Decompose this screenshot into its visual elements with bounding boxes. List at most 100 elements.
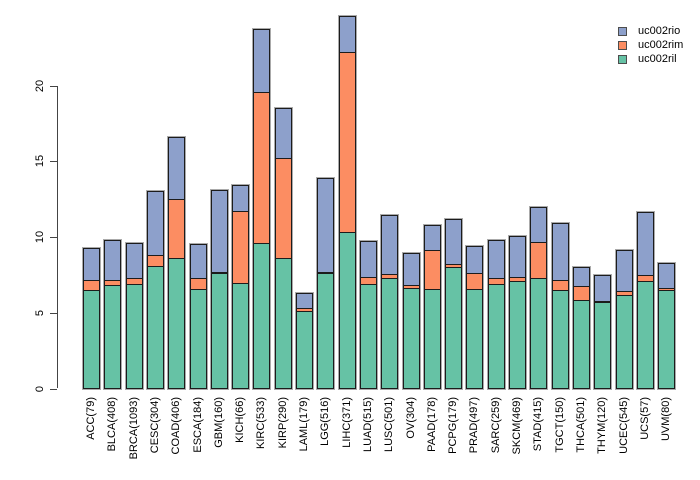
bar-LGG(516) [316, 176, 335, 390]
bar-PRAD(497) [465, 244, 484, 390]
segment-uc002ril [360, 283, 377, 389]
bar-LAML(179) [295, 291, 314, 390]
x-axis-label: TGCT(150) [553, 397, 566, 453]
y-axis-tick [50, 161, 57, 163]
segment-uc002rio [403, 252, 420, 286]
x-axis-label: COAD(406) [170, 397, 183, 455]
y-axis-tick [50, 312, 57, 314]
x-axis-label: UCEC(545) [617, 397, 630, 454]
segment-uc002rim [466, 272, 483, 290]
bar-STAD(415) [529, 205, 548, 390]
segment-uc002ril [168, 257, 185, 389]
legend-swatch-icon [618, 54, 627, 64]
segment-uc002rio [594, 274, 611, 302]
bar-UCEC(545) [615, 248, 634, 390]
y-axis-tick-label: 5 [34, 309, 46, 316]
y-axis-tick [50, 388, 57, 390]
segment-uc002rio [211, 189, 228, 273]
x-axis-label: PCPG(179) [447, 397, 460, 454]
x-axis-label: KICH(66) [234, 397, 247, 443]
segment-uc002rio [317, 177, 334, 273]
bar-CESC(304) [146, 189, 165, 390]
bar-SARC(259) [487, 238, 506, 390]
segment-uc002rio [168, 136, 185, 200]
bar-ACC(79) [82, 246, 101, 390]
legend-item-uc002rio: uc002rio [618, 24, 683, 38]
x-axis-label: SARC(259) [489, 397, 502, 454]
segment-uc002rio [658, 262, 675, 289]
bar-BLCA(408) [103, 238, 122, 390]
legend-item-uc002rim: uc002rim [618, 38, 683, 52]
bar-UVM(80) [657, 261, 676, 390]
segment-uc002rio [381, 214, 398, 275]
y-axis-tick-label: 20 [34, 79, 46, 92]
legend-label: uc002rim [638, 39, 684, 51]
x-axis-label: PRAD(497) [468, 397, 481, 454]
x-axis-label: BLCA(408) [106, 397, 119, 452]
y-axis-tick-label: 10 [34, 230, 46, 244]
segment-uc002ril [594, 301, 611, 389]
x-axis-label: LGG(516) [319, 397, 332, 446]
legend-item-uc002ril: uc002ril [618, 52, 683, 66]
bar-KIRC(533) [252, 27, 271, 390]
x-axis-label: LIHC(371) [340, 397, 353, 448]
x-axis-label: LUAD(515) [361, 397, 374, 453]
segment-uc002ril [211, 272, 228, 389]
segment-uc002rio [466, 245, 483, 274]
segment-uc002rim [339, 51, 356, 233]
x-axis-label: ACC(79) [85, 397, 97, 440]
x-axis-label: ESCA(184) [191, 397, 204, 453]
segment-uc002ril [403, 287, 420, 389]
segment-uc002rio [573, 266, 590, 287]
bar-LUAD(515) [359, 239, 378, 390]
bar-GBM(160) [210, 188, 229, 390]
segment-uc002rio [232, 184, 249, 212]
segment-uc002rim [253, 91, 270, 244]
x-axis-label: SKCM(469) [511, 397, 523, 455]
segment-uc002ril [466, 288, 483, 389]
bar-UCS(57) [636, 210, 655, 390]
segment-uc002rio [509, 235, 526, 278]
x-axis-label: LAML(179) [298, 397, 310, 452]
x-axis-label: KIRP(290) [276, 397, 289, 449]
bar-OV(304) [402, 251, 421, 390]
segment-uc002ril [445, 266, 462, 389]
segment-uc002rio [253, 28, 270, 93]
segment-uc002ril [637, 280, 654, 389]
x-axis-label: THCA(501) [574, 397, 587, 453]
segment-uc002rio [488, 239, 505, 279]
bar-THCA(501) [572, 265, 591, 390]
segment-uc002ril [317, 272, 334, 389]
segment-uc002ril [552, 289, 569, 389]
x-axis-label: UCS(57) [638, 397, 651, 440]
segment-uc002rio [104, 239, 121, 281]
x-axis-label: LUSC(501) [383, 397, 396, 453]
bar-LIHC(371) [338, 14, 357, 390]
segment-uc002ril [275, 257, 292, 389]
segment-uc002rim [168, 198, 185, 259]
bar-ESCA(184) [189, 242, 208, 390]
segment-uc002rim [424, 249, 441, 290]
segment-uc002rio [190, 243, 207, 279]
segment-uc002ril [381, 277, 398, 389]
segment-uc002ril [232, 282, 249, 389]
segment-uc002rio [296, 292, 313, 309]
x-axis-label: KIRC(533) [255, 397, 268, 449]
segment-uc002ril [190, 288, 207, 389]
segment-uc002ril [616, 294, 633, 389]
segment-uc002rim [573, 285, 590, 301]
segment-uc002ril [147, 265, 164, 389]
x-axis-label: OV(304) [404, 397, 417, 439]
segment-uc002rio [637, 211, 654, 276]
segment-uc002ril [658, 289, 675, 389]
x-axis-label: GBM(160) [212, 397, 225, 448]
bar-LUSC(501) [380, 213, 399, 390]
segment-uc002rio [616, 249, 633, 292]
segment-uc002ril [509, 280, 526, 389]
bar-PAAD(178) [423, 223, 442, 390]
segment-uc002rio [126, 242, 143, 279]
segment-uc002ril [253, 242, 270, 389]
x-axis-label: STAD(415) [532, 397, 545, 452]
bar-KIRP(290) [274, 106, 293, 390]
